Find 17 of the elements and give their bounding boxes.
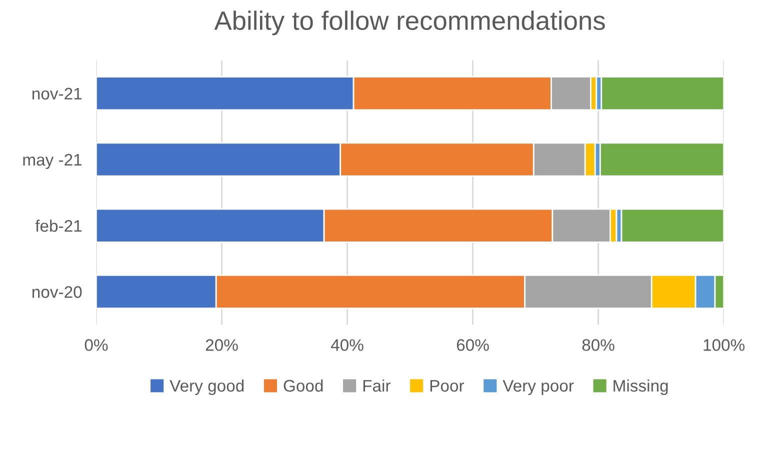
legend-label: Good (284, 379, 323, 392)
x-tick-label: 40% (330, 339, 364, 351)
legend-label: Very good (170, 379, 244, 396)
x-tick-label: 80% (582, 339, 614, 351)
x-tick-label: 100% (704, 339, 745, 351)
legend-label: Poor (430, 380, 464, 392)
legend-label: Very poor (502, 380, 574, 396)
x-tick-label: 20% (206, 339, 238, 351)
x-tick-label: 0% (84, 339, 108, 351)
x-tick-label: 60% (456, 339, 489, 351)
legend-label: Fair (363, 379, 390, 392)
y-tick-label: nov-21 (32, 88, 82, 100)
y-tick-label: may -21 (23, 154, 82, 169)
legend-label: Missing (614, 379, 668, 396)
chart-title: Ability to follow recommendations (214, 10, 605, 36)
y-tick-label: feb-21 (35, 220, 82, 232)
y-tick-label: nov-20 (32, 286, 82, 298)
